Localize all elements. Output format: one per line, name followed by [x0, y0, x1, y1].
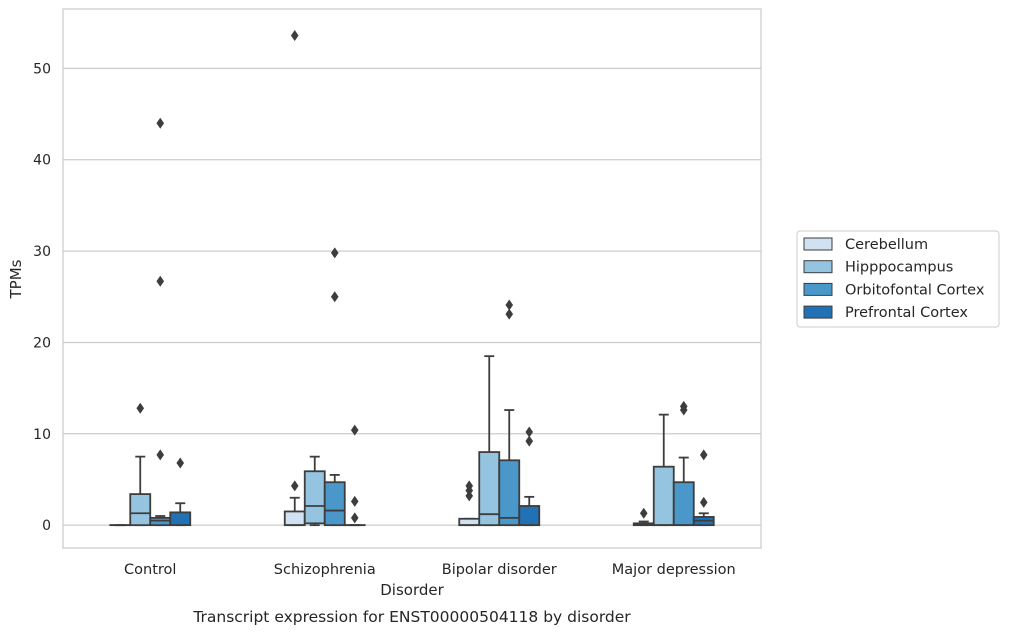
y-tick-label: 50 [33, 61, 51, 77]
box-iqr [654, 467, 674, 525]
legend-swatch [804, 238, 832, 250]
legend-swatch [804, 283, 832, 295]
legend-label: Prefrontal Cortex [845, 305, 968, 321]
box-iqr [325, 482, 345, 525]
y-tick-label: 30 [33, 244, 51, 260]
box-iqr [305, 471, 325, 523]
x-tick-label: Bipolar disorder [442, 562, 557, 578]
legend-swatch [804, 261, 832, 273]
box-iqr [285, 511, 305, 525]
y-tick-label: 40 [33, 153, 51, 169]
box-iqr [130, 494, 150, 525]
x-axis-label: Disorder [380, 581, 444, 599]
legend-label: Hipppocampus [845, 260, 953, 276]
chart-title: Transcript expression for ENST0000050411… [192, 608, 631, 626]
legend: Cerebellum Hipppocampus Orbitofontal Corte… [797, 231, 999, 327]
x-tick-labels: Control Schizophrenia Bipolar disorder Majo… [124, 562, 736, 578]
y-tick-label: 10 [33, 427, 51, 443]
box-iqr [150, 518, 170, 525]
legend-label: Cerebellum [845, 237, 928, 253]
y-tick-labels: 0 10 20 30 40 50 [33, 61, 51, 534]
x-tick-label: Schizophrenia [274, 562, 376, 578]
x-tick-label: Major depression [612, 562, 736, 578]
y-axis-label: TPMs [7, 259, 25, 299]
y-tick-label: 20 [33, 335, 51, 351]
legend-swatch [804, 306, 832, 318]
box-iqr [459, 519, 479, 525]
box-iqr [170, 512, 190, 525]
y-tick-label: 0 [42, 518, 51, 534]
box-iqr [674, 482, 694, 525]
x-tick-label: Control [124, 562, 176, 578]
legend-label: Orbitofontal Cortex [845, 282, 985, 298]
box-iqr [499, 460, 519, 525]
box-iqr [519, 506, 539, 525]
